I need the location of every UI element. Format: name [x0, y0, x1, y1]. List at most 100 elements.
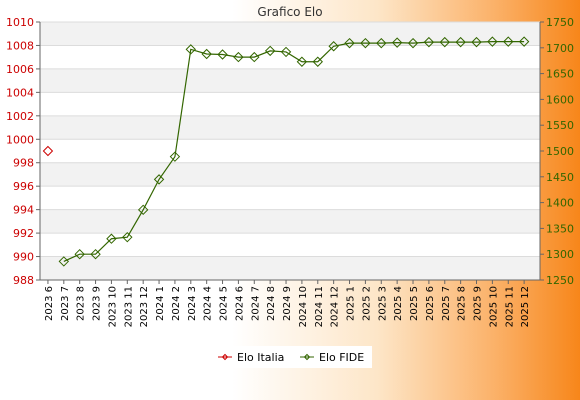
data-point	[439, 36, 450, 48]
data-point	[344, 37, 355, 49]
y-left-tick-label: 1002	[6, 110, 34, 123]
data-point	[137, 204, 149, 216]
data-point	[169, 151, 181, 162]
x-tick-label: 2023 7	[60, 286, 71, 321]
data-point	[201, 48, 212, 60]
x-tick-label: 2024 1	[155, 286, 166, 321]
x-axis: 2023 6 2023 7 2023 8 2023 9 2023 10 2023 11 20…	[40, 279, 540, 327]
grid-band	[40, 22, 540, 46]
grid-band	[40, 256, 540, 280]
y-left-tick-label: 1004	[6, 86, 34, 99]
y-right-tick-label: 1550	[546, 119, 574, 132]
x-tick-label: 2024 7	[250, 286, 261, 321]
x-tick-label: 2023 9	[92, 286, 103, 321]
x-tick-label: 2023 12	[139, 286, 150, 327]
data-point	[74, 248, 85, 260]
y-right-tick-label: 1600	[546, 93, 574, 106]
x-tick-label: 2025 2	[361, 286, 372, 321]
x-tick-label: 2023 10	[107, 286, 118, 327]
y-right-tick-label: 1500	[546, 145, 574, 158]
series-layer	[42, 36, 530, 267]
x-tick-label: 2025 12	[520, 286, 531, 327]
data-point	[42, 145, 54, 157]
x-tick-label: 2025 1	[346, 286, 357, 321]
grid-band	[40, 115, 540, 140]
data-point	[423, 36, 435, 48]
data-point	[233, 51, 244, 63]
x-tick-label: 2024 2	[171, 286, 182, 321]
x-tick-label: 2025 4	[393, 286, 404, 321]
y-right-tick-label: 1400	[546, 197, 574, 210]
x-tick-label: 2025 7	[441, 286, 452, 321]
y-right-tick-label: 1450	[546, 171, 574, 184]
y-right-tick-label: 1700	[546, 42, 574, 55]
legend-label: Elo Italia	[237, 351, 284, 364]
x-tick-label: 2024 8	[266, 286, 277, 321]
x-tick-label: 2023 6	[44, 286, 55, 321]
y-left-tick-label: 998	[13, 157, 34, 170]
y-right-tick-label: 1300	[546, 248, 574, 261]
x-tick-label: 2025 10	[488, 286, 499, 327]
series-line	[63, 41, 525, 262]
legend-box	[210, 346, 372, 368]
data-point	[217, 49, 228, 60]
y-right-tick-label: 1750	[546, 16, 574, 29]
data-point	[328, 41, 339, 52]
data-point	[455, 36, 466, 48]
data-point	[249, 51, 260, 63]
x-tick-label: 2024 3	[187, 286, 198, 321]
data-point	[90, 248, 101, 260]
chart-title: Grafico Elo	[257, 5, 322, 19]
x-tick-label: 2025 6	[425, 286, 436, 321]
x-tick-label: 2024 12	[330, 286, 341, 327]
y-left-tick-label: 988	[13, 274, 34, 287]
y-axis-right: 1250 1300 1350 1400 1450 1500 1550 1600 1650 1700…	[539, 16, 574, 287]
data-point	[407, 37, 419, 49]
x-tick-label: 2025 11	[504, 286, 515, 327]
plot-area	[40, 22, 540, 280]
y-left-tick-label: 992	[13, 227, 34, 240]
data-point	[471, 36, 482, 48]
y-left-tick-label: 1008	[6, 39, 34, 52]
y-right-tick-label: 1350	[546, 222, 574, 235]
grid-band	[40, 68, 540, 93]
data-point	[503, 36, 514, 47]
data-point	[312, 56, 323, 67]
data-point	[153, 174, 165, 185]
y-axis-left: 988 990 992 994 996 998 1000 1002 1004 1006 1008 10…	[6, 16, 41, 287]
y-right-tick-label: 1650	[546, 68, 574, 81]
y-left-tick-label: 1000	[6, 133, 34, 146]
x-tick-label: 2024 10	[298, 286, 309, 327]
x-tick-label: 2024 9	[282, 286, 293, 321]
x-tick-label: 2025 8	[457, 286, 468, 321]
grid-band	[40, 209, 540, 234]
x-tick-label: 2023 11	[123, 286, 134, 327]
y-left-tick-label: 994	[13, 204, 34, 217]
data-point	[106, 233, 117, 244]
data-point	[280, 46, 292, 58]
data-point	[264, 45, 276, 57]
y-left-tick-label: 996	[13, 180, 34, 193]
data-point	[376, 37, 387, 49]
plot-background	[40, 22, 540, 280]
y-left-tick-label: 1006	[6, 63, 34, 76]
data-point	[360, 37, 371, 49]
x-tick-label: 2025 5	[409, 286, 420, 321]
y-left-tick-label: 990	[13, 251, 34, 264]
x-tick-label: 2023 8	[76, 286, 87, 321]
data-point	[487, 36, 498, 47]
data-point	[391, 37, 403, 48]
series-elo-italia	[42, 145, 54, 157]
data-point	[185, 44, 197, 55]
data-point	[58, 256, 70, 267]
legend-label: Elo FIDE	[319, 351, 364, 364]
legend: Elo Italia Elo FIDE	[210, 346, 372, 368]
x-tick-label: 2024 5	[219, 286, 230, 321]
x-tick-label: 2024 6	[234, 286, 245, 321]
legend-swatch-marker	[303, 353, 311, 361]
x-tick-label: 2024 11	[314, 286, 325, 327]
data-point	[518, 36, 530, 47]
x-tick-label: 2024 4	[203, 286, 214, 321]
